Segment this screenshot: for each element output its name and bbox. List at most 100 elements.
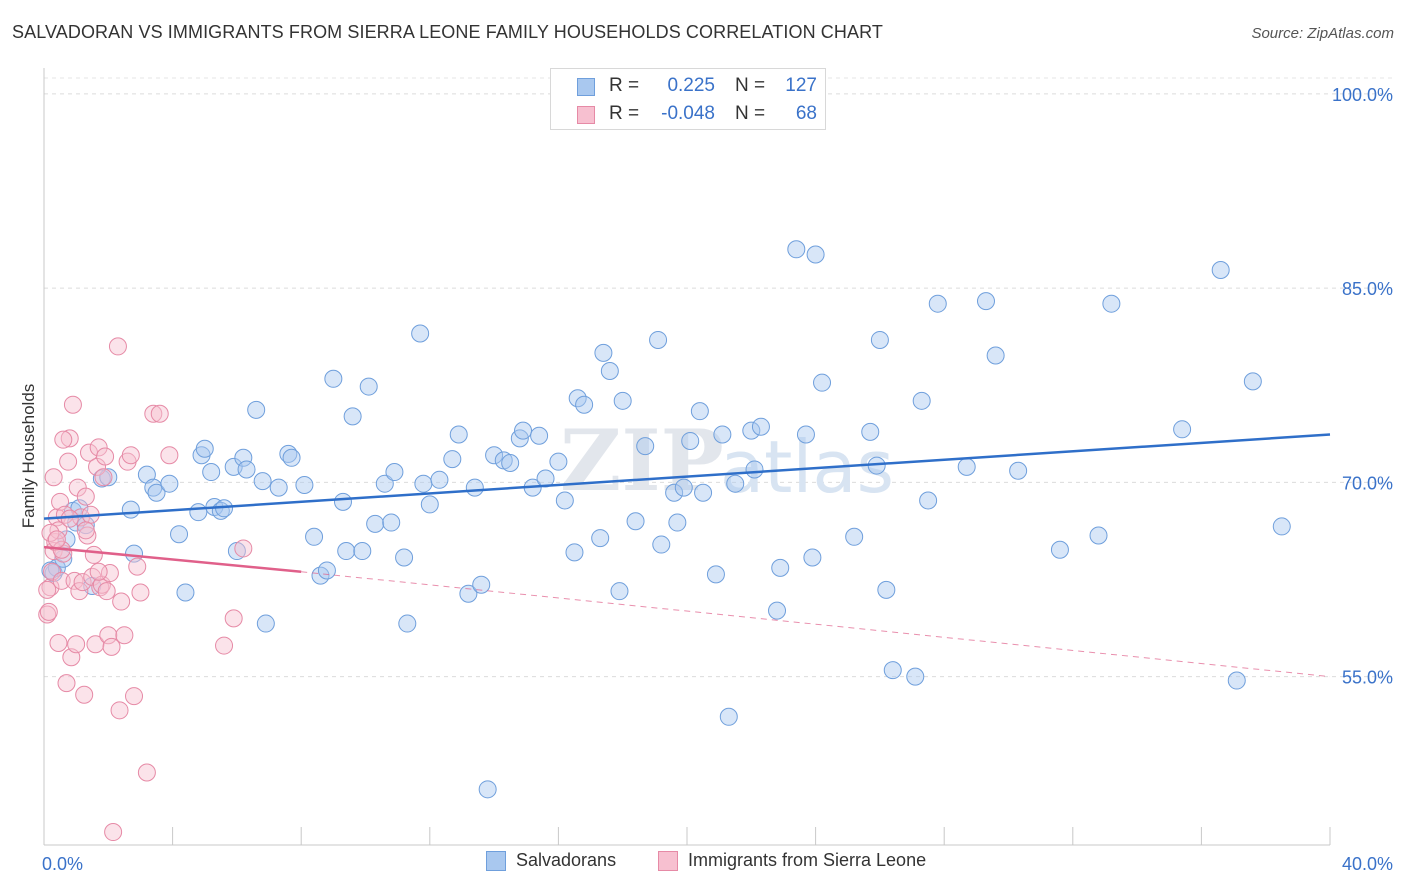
salvadorans-point (530, 426, 549, 445)
sierra-leone-point (108, 337, 127, 356)
sierra-leone-point (57, 674, 76, 693)
salvadorans-point (160, 474, 179, 493)
sierra-leone-point (73, 573, 92, 592)
salvadorans-point (420, 495, 439, 514)
stats-n-value: 127 (785, 75, 817, 96)
salvadorans-point (555, 491, 574, 510)
salvadorans-point (195, 439, 214, 458)
salvadorans-point (234, 448, 253, 467)
sierra-leone-point (44, 468, 63, 487)
sierra-leone-point (150, 404, 169, 423)
salvadorans-point (613, 391, 632, 410)
sierra-leone-point (39, 602, 58, 621)
salvadorans-point (652, 535, 671, 554)
sierra-leone-point (38, 605, 57, 624)
salvadorans-point (54, 549, 73, 568)
salvadorans-point (398, 614, 417, 633)
salvadorans-point (668, 513, 687, 532)
salvadorans-point (459, 584, 478, 603)
salvadorans-point (253, 472, 272, 491)
sierra-leone-point (47, 530, 66, 549)
salvadorans-point (976, 292, 995, 311)
stats-n-label: N = (735, 103, 766, 124)
salvadorans-point (337, 542, 356, 561)
salvadorans-point (478, 780, 497, 799)
salvadorans-point (514, 421, 533, 440)
salvadorans-point (1211, 261, 1230, 280)
legend-item-sierra-leone[interactable]: Immigrants from Sierra Leone (658, 850, 926, 871)
salvadorans-point (1009, 461, 1028, 480)
stats-r-value: -0.048 (661, 103, 715, 124)
sierra-leone-point (59, 452, 78, 471)
sierra-leone-point (41, 578, 60, 597)
salvadorans-point (395, 548, 414, 567)
salvadorans-point (256, 614, 275, 633)
salvadorans-point (1173, 420, 1192, 439)
salvadorans-point (742, 421, 761, 440)
legend-label-sierra-leone: Immigrants from Sierra Leone (688, 850, 927, 870)
salvadorans-point (681, 431, 700, 450)
sierra-leone-point (112, 592, 131, 611)
salvadorans-point (883, 661, 902, 680)
salvadorans-point (713, 425, 732, 444)
salvadorans-point (690, 402, 709, 421)
sierra-leone-trend-extension (301, 571, 1331, 678)
stats-legend-box: R = 0.225 N = 127 R = -0.048 N = 68 (550, 68, 826, 130)
salvadorans-point (706, 565, 725, 584)
salvadorans-point (147, 483, 166, 502)
salvadorans-point (1227, 671, 1246, 690)
salvadorans-point (745, 460, 764, 479)
salvadorans-point (665, 483, 684, 502)
salvadorans-point (282, 448, 301, 467)
salvadorans-point (324, 369, 343, 388)
salvadorans-point (568, 389, 587, 408)
sierra-leone-point (131, 583, 150, 602)
sierra-leone-point (115, 626, 134, 645)
salvadorans-point (906, 667, 925, 686)
stats-row-salvadorans: R = 0.225 N = 127 (551, 72, 827, 100)
x-tick-label: 0.0% (42, 854, 83, 874)
sierra-leone-point (75, 685, 94, 704)
sierra-leone-point (137, 763, 156, 782)
sierra-leone-point (110, 701, 129, 720)
salvadorans-point (317, 561, 336, 580)
sierra-leone-point (76, 521, 95, 540)
salvadorans-point (768, 601, 787, 620)
salvadorans-point (845, 527, 864, 546)
salvadorans-point (411, 324, 430, 343)
sierra-leone-point (234, 539, 253, 558)
salvadorans-point (870, 330, 889, 349)
stats-n-label: N = (735, 75, 766, 96)
legend-item-salvadorans[interactable]: Salvadorans (486, 850, 616, 871)
salvadorans-point (189, 503, 208, 522)
salvadorans-point (121, 500, 140, 519)
salvadorans-point (719, 707, 738, 726)
salvadorans-point (1089, 526, 1108, 545)
salvadorans-point (247, 400, 266, 419)
salvadorans-point (269, 478, 288, 497)
salvadorans-point (176, 583, 195, 602)
salvadorans-point (813, 373, 832, 392)
salvadorans-point (472, 575, 491, 594)
salvadorans-point (600, 362, 619, 381)
salvadorans-point (414, 474, 433, 493)
salvadorans-point (565, 543, 584, 562)
salvadorans-point (485, 446, 504, 465)
sierra-leone-point (121, 446, 140, 465)
source-label: Source: ZipAtlas.com (1251, 25, 1394, 42)
legend-swatch-sierra-leone (658, 850, 678, 871)
stats-swatch-sierra-leone (577, 106, 595, 124)
salvadorans-point (796, 425, 815, 444)
salvadorans-point (382, 513, 401, 532)
salvadorans-point (353, 542, 372, 561)
salvadorans-point (465, 478, 484, 497)
sierra-leone-point (38, 580, 57, 599)
salvadorans-point (861, 422, 880, 441)
salvadorans-point (806, 245, 825, 264)
salvadorans-point (928, 294, 947, 313)
salvadorans-point (1272, 517, 1291, 536)
salvadorans-point (443, 450, 462, 469)
salvadorans-point (626, 512, 645, 531)
sierra-leone-point (96, 447, 115, 466)
